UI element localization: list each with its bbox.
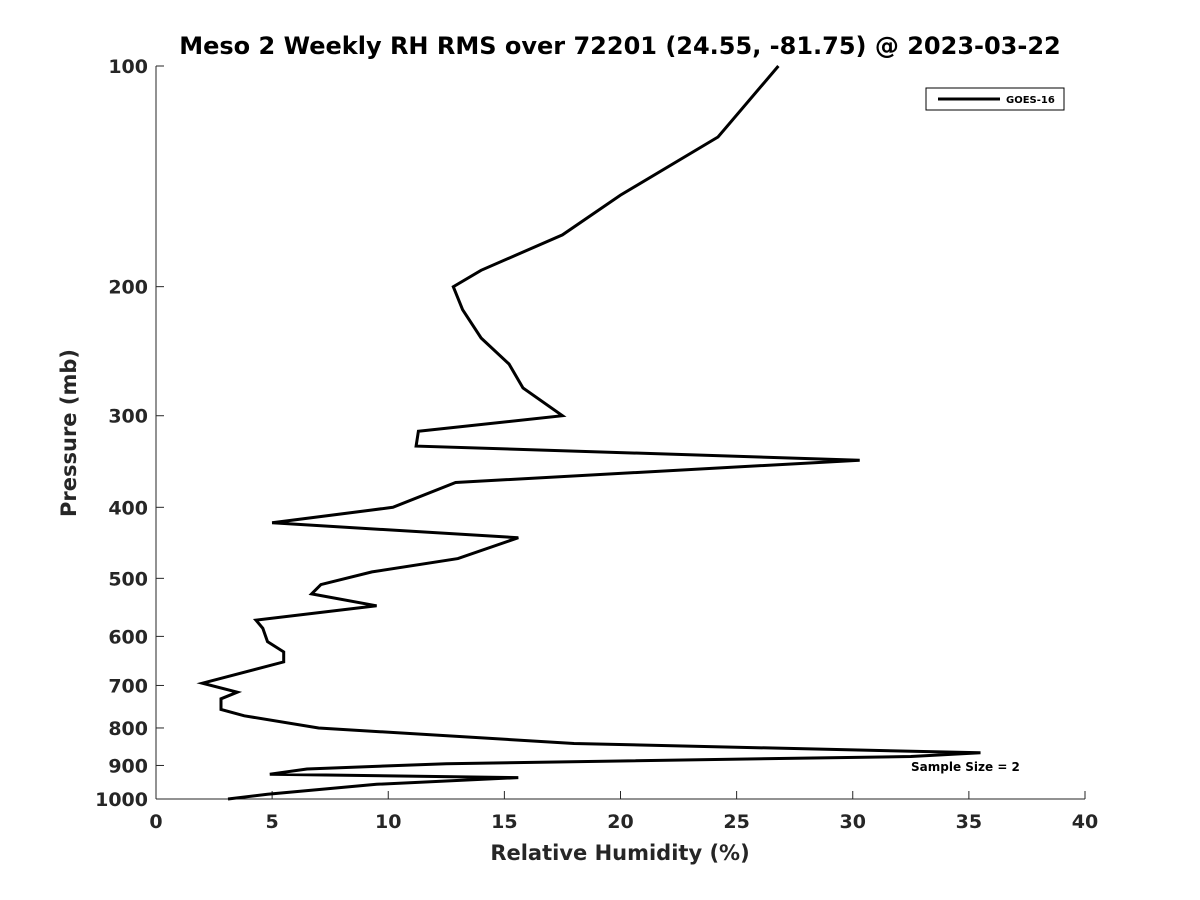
series-lines bbox=[196, 65, 981, 801]
x-tick-label: 30 bbox=[840, 811, 866, 833]
y-tick-label: 800 bbox=[108, 718, 148, 740]
series-line-goes-16 bbox=[196, 65, 981, 801]
legend-label-goes-16: GOES-16 bbox=[1006, 95, 1055, 106]
y-tick-label: 500 bbox=[108, 568, 148, 590]
x-tick-label: 10 bbox=[375, 811, 401, 833]
legend: GOES-16 bbox=[925, 87, 1065, 111]
x-tick-label: 35 bbox=[956, 811, 982, 833]
x-tick-label: 25 bbox=[723, 811, 749, 833]
plot-axes bbox=[155, 66, 1085, 800]
y-tick-label: 200 bbox=[108, 277, 148, 299]
y-tick-label: 100 bbox=[108, 56, 148, 78]
x-axis-ticks: 0 5 10 15 20 25 30 35 40 bbox=[149, 791, 1098, 833]
x-tick-label: 15 bbox=[491, 811, 517, 833]
chart-title: Meso 2 Weekly RH RMS over 72201 (24.55, … bbox=[179, 32, 1061, 60]
x-tick-label: 0 bbox=[149, 811, 162, 833]
y-tick-label: 300 bbox=[108, 406, 148, 428]
y-tick-label: 400 bbox=[108, 497, 148, 519]
y-axis-label: Pressure (mb) bbox=[57, 349, 81, 517]
y-tick-label: 600 bbox=[108, 626, 148, 648]
x-tick-label: 5 bbox=[266, 811, 279, 833]
sample-size-annotation: Sample Size = 2 bbox=[911, 760, 1020, 774]
y-axis-ticks: 100 200 300 400 500 600 700 800 900 1000 bbox=[95, 56, 164, 811]
y-tick-label: 700 bbox=[108, 675, 148, 697]
x-tick-label: 40 bbox=[1072, 811, 1098, 833]
y-tick-label: 900 bbox=[108, 755, 148, 777]
x-tick-label: 20 bbox=[607, 811, 633, 833]
x-axis-label: Relative Humidity (%) bbox=[490, 841, 749, 865]
y-tick-label: 1000 bbox=[95, 789, 148, 811]
